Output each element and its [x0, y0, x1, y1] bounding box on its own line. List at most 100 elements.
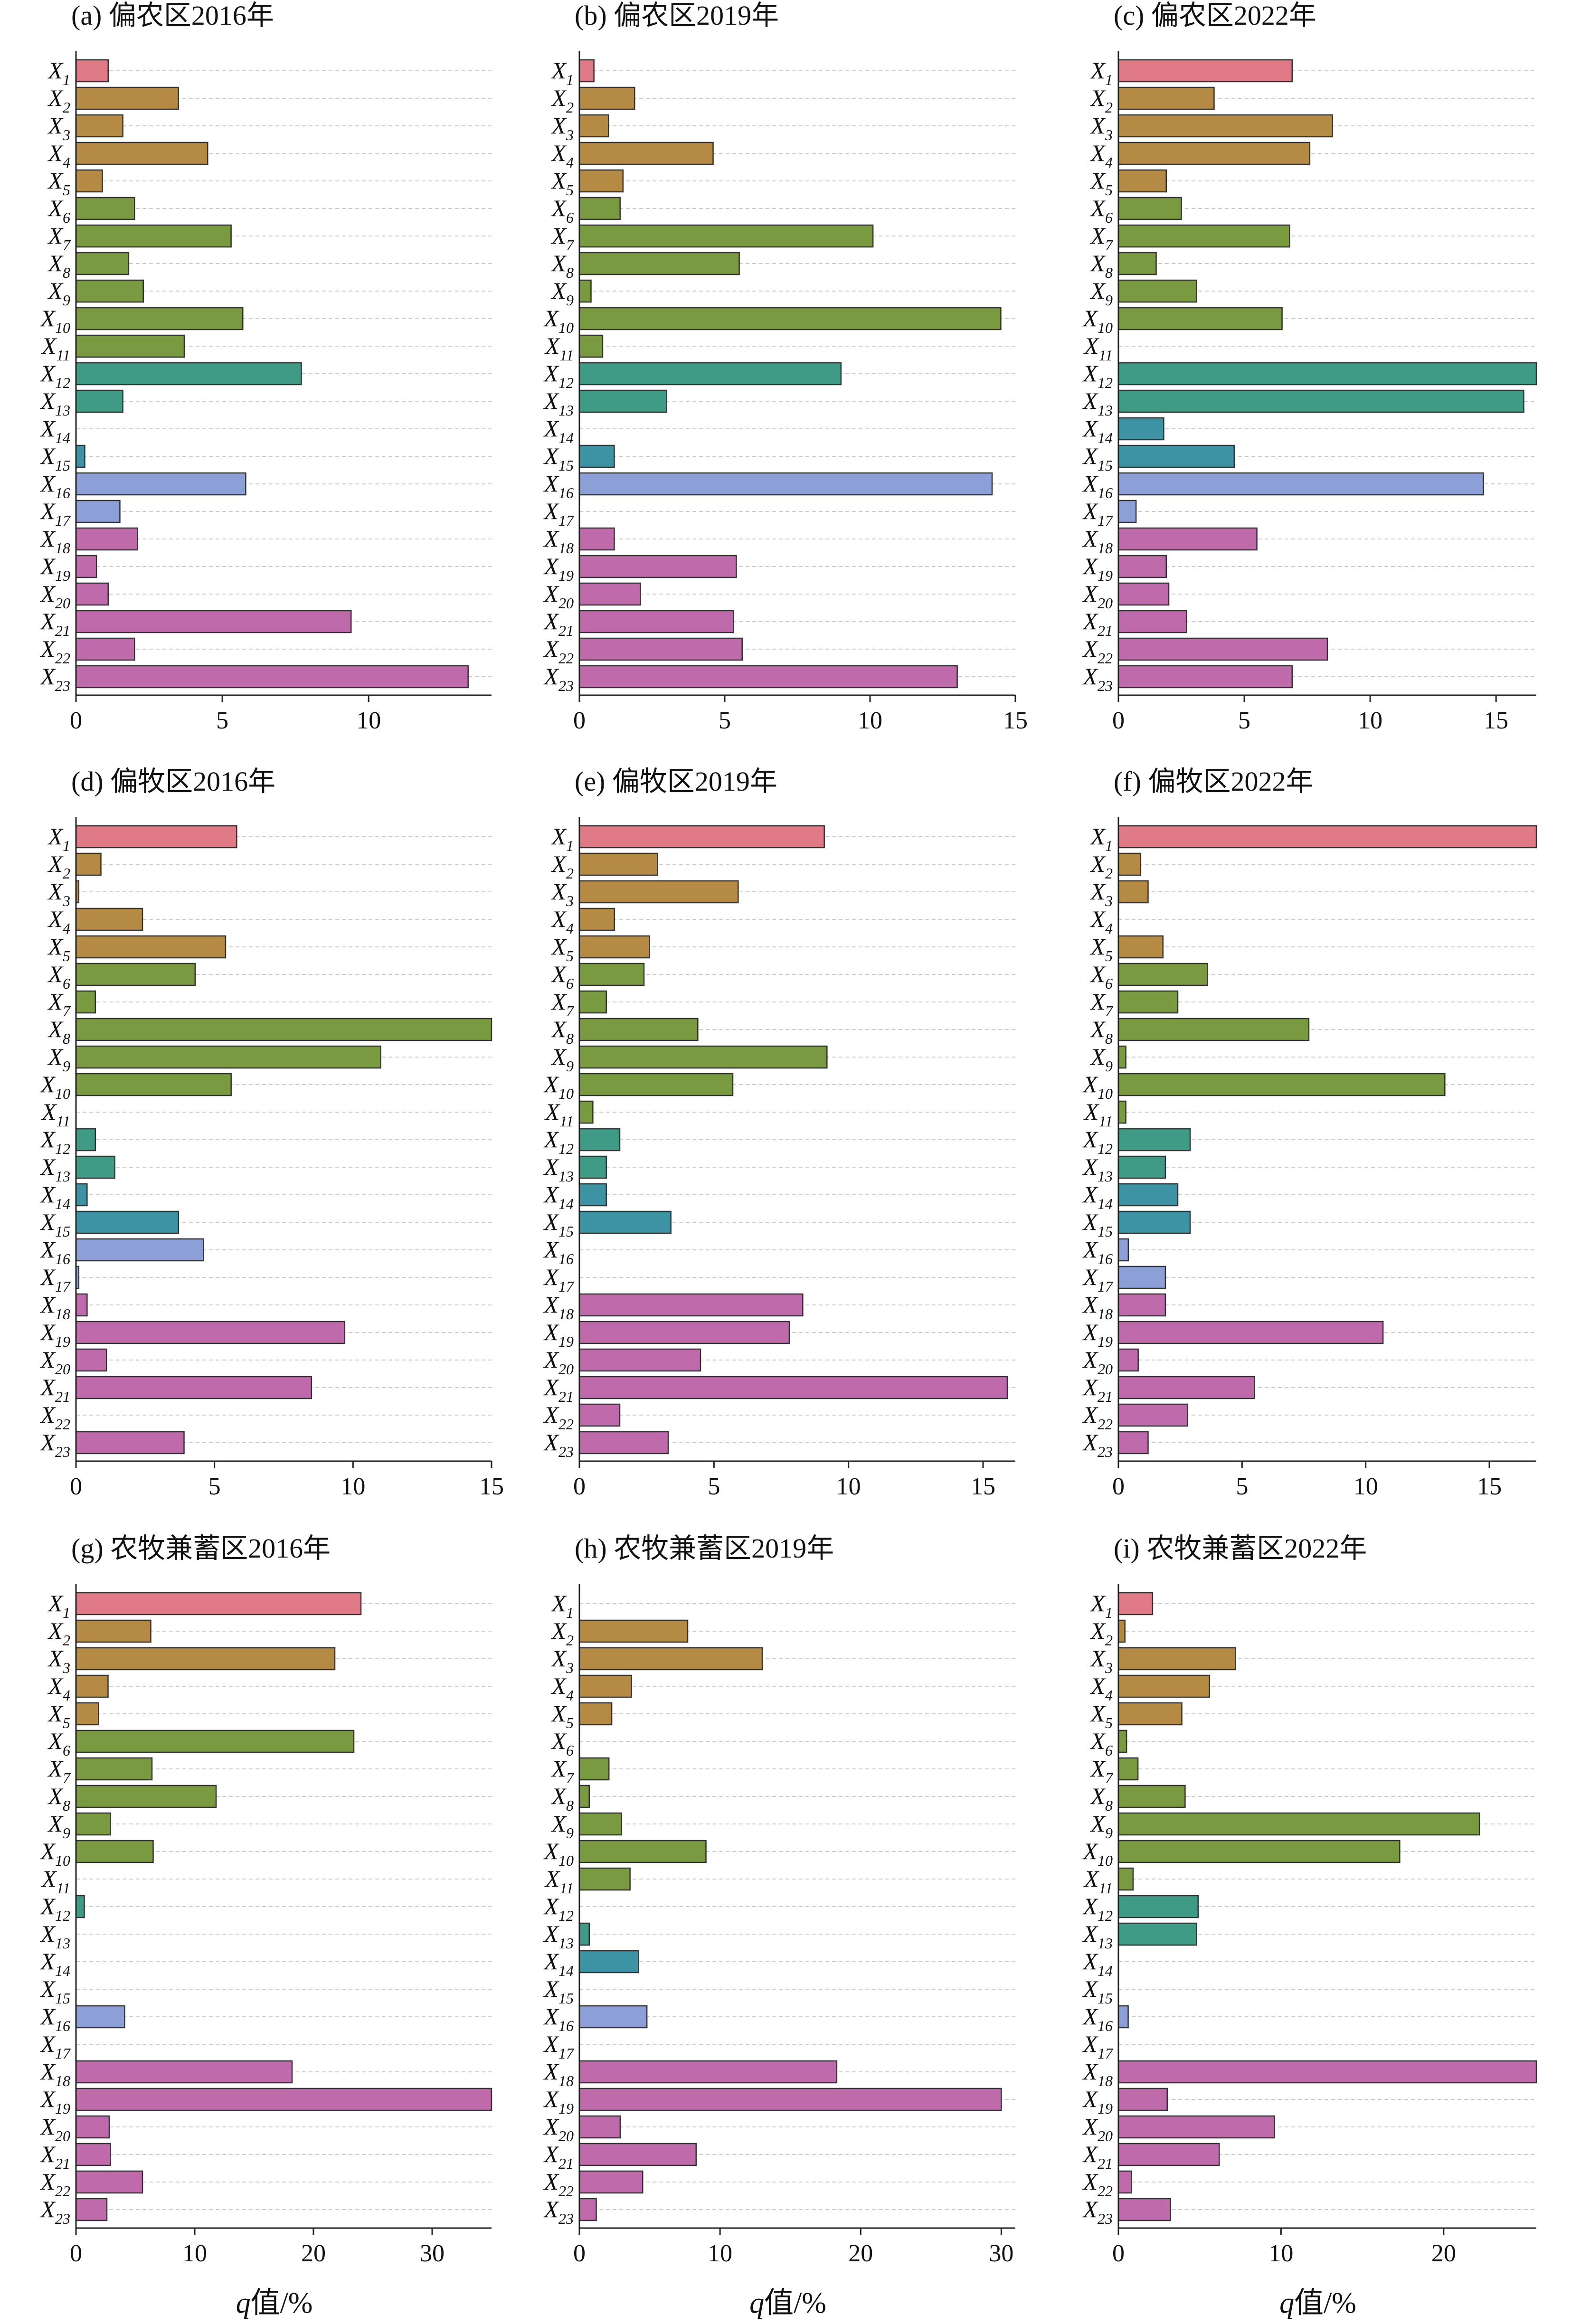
- bar-x7: [578, 224, 874, 248]
- bar-x22: [578, 637, 743, 661]
- category-label: X18: [39, 2058, 70, 2089]
- category-label: X13: [543, 387, 574, 419]
- category-label: X17: [543, 1264, 575, 1295]
- category-label: X14: [39, 415, 70, 446]
- x-tick-label: 20: [1431, 2240, 1456, 2267]
- category-label: X10: [1082, 1838, 1113, 1869]
- category-label: X16: [39, 470, 70, 501]
- chart-panel-e: (e) 偏牧区2019年X1X2X3X4X5X6X7X8X9X10X11X12X…: [543, 766, 1015, 1500]
- panel-title: (b) 偏农区2019年: [575, 0, 779, 31]
- bar-x7: [578, 990, 607, 1014]
- category-label: X19: [39, 2086, 70, 2117]
- panel-title: (d) 偏牧区2016年: [71, 766, 275, 797]
- category-label: X8: [550, 1783, 574, 1814]
- category-label: X1: [550, 1590, 574, 1621]
- x-axis-labels-layer: q值/% q值/% q值/%: [236, 2287, 1356, 2319]
- category-label: X4: [550, 140, 574, 171]
- category-label: X1: [1089, 57, 1113, 88]
- category-label: X11: [1083, 1098, 1113, 1130]
- category-label: X21: [39, 608, 70, 639]
- category-label: X2: [1089, 85, 1113, 116]
- bar-x9: [1117, 279, 1197, 303]
- bar-x11: [578, 1100, 594, 1124]
- bar-x9: [578, 1812, 623, 1836]
- category-label: X6: [1089, 961, 1113, 992]
- category-label: X17: [1082, 498, 1114, 529]
- bar-x7: [1117, 224, 1290, 248]
- x-tick-label: 15: [479, 1473, 504, 1500]
- category-label: X22: [543, 635, 574, 667]
- bar-x14: [1117, 417, 1164, 441]
- category-label: X5: [550, 1700, 574, 1731]
- category-label: X11: [544, 1865, 574, 1897]
- category-label: X8: [47, 1783, 70, 1814]
- category-label: X2: [47, 850, 70, 882]
- bar-x9: [578, 1045, 828, 1069]
- bar-x13: [1117, 1922, 1197, 1946]
- category-label: X9: [47, 1043, 70, 1075]
- bar-x4: [75, 907, 143, 931]
- x-tick-label: 0: [1112, 707, 1125, 734]
- category-label: X4: [47, 140, 70, 171]
- bar-x19: [1117, 555, 1167, 578]
- bar-x16: [1117, 2005, 1129, 2029]
- x-axis-title: q值/%: [236, 2287, 313, 2319]
- category-label: X13: [39, 1920, 70, 1952]
- category-label: X10: [543, 305, 574, 336]
- category-label: X9: [47, 277, 70, 309]
- panels-layer: (a) 偏农区2016年X1X2X3X4X5X6X7X8X9X10X11X12X…: [39, 0, 1537, 2267]
- category-label: X1: [47, 57, 70, 88]
- category-label: X6: [47, 195, 70, 226]
- bar-x11: [578, 334, 604, 358]
- bar-x6: [75, 963, 196, 986]
- category-label: X11: [41, 1865, 70, 1897]
- bar-x23: [75, 1431, 185, 1455]
- bar-x9: [75, 1045, 381, 1069]
- category-label: X19: [39, 1319, 70, 1350]
- bar-x18: [75, 1293, 88, 1317]
- bar-x11: [578, 1867, 631, 1891]
- category-label: X14: [543, 415, 574, 446]
- bar-x9: [1117, 1045, 1126, 1069]
- x-axis-title: q值/%: [1279, 2287, 1356, 2319]
- bar-x1: [1117, 59, 1293, 83]
- bar-x16: [75, 472, 246, 496]
- category-label: X15: [543, 443, 574, 474]
- category-label: X20: [1082, 580, 1113, 612]
- chart-panel-f: (f) 偏牧区2022年X1X2X3X4X5X6X7X8X9X10X11X12X…: [1082, 766, 1537, 1500]
- x-tick-label: 20: [848, 2240, 873, 2267]
- bar-x6: [75, 1729, 355, 1753]
- category-label: X13: [1082, 387, 1113, 419]
- x-tick-label: 5: [1238, 707, 1250, 734]
- bar-x6: [578, 963, 645, 986]
- category-label: X2: [550, 1617, 574, 1649]
- bar-x5: [578, 1702, 613, 1726]
- bar-x1: [75, 59, 109, 83]
- category-label: X23: [1082, 2196, 1113, 2227]
- category-label: X8: [550, 250, 574, 281]
- category-label: X20: [543, 2113, 574, 2145]
- bar-x4: [1117, 1674, 1211, 1698]
- bar-x7: [578, 1757, 610, 1781]
- bar-x1: [1117, 1592, 1154, 1615]
- bar-x5: [578, 169, 624, 193]
- category-label: X3: [47, 112, 70, 143]
- bar-x19: [75, 2088, 492, 2111]
- bar-x13: [75, 389, 123, 413]
- bar-x20: [75, 1348, 107, 1372]
- category-label: X5: [1089, 933, 1113, 964]
- category-label: X6: [1089, 1728, 1113, 1759]
- bar-x2: [1117, 86, 1215, 110]
- category-label: X7: [550, 222, 575, 254]
- bar-x9: [75, 279, 144, 303]
- category-label: X19: [543, 553, 574, 584]
- bar-x2: [578, 86, 635, 110]
- category-label: X21: [1082, 608, 1113, 639]
- x-tick-label: 10: [356, 707, 381, 734]
- bar-x22: [578, 1403, 621, 1427]
- category-label: X19: [39, 553, 70, 584]
- x-tick-label: 0: [573, 707, 586, 734]
- category-label: X17: [39, 1264, 71, 1295]
- bar-x8: [75, 1018, 492, 1041]
- bar-x3: [578, 880, 739, 904]
